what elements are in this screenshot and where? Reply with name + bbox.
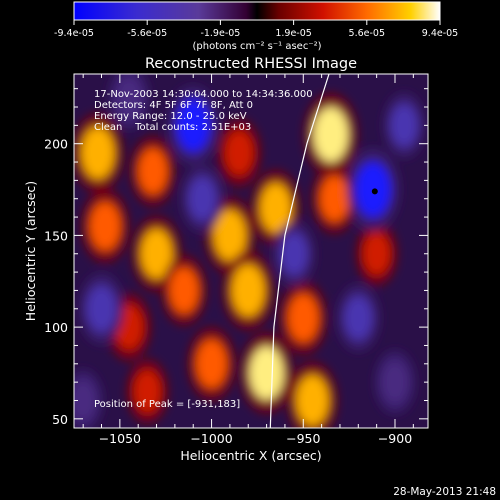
x-tick-label: −1050: [99, 431, 141, 446]
heatmap-blob: [259, 182, 292, 233]
y-axis-label: Heliocentric Y (arcsec): [23, 181, 38, 321]
peak-position-label: Position of Peak = [-931,183]: [94, 399, 240, 410]
heatmap-blob: [287, 293, 319, 343]
solar-limb-curve: [269, 74, 330, 428]
heatmap-blob: [138, 148, 168, 195]
y-tick-label: 50: [52, 412, 68, 427]
heatmap-blob: [81, 126, 115, 180]
axis-ticks: [74, 74, 428, 428]
heatmap-blob: [176, 99, 211, 152]
colorbar-unit-label: (photons cm⁻² s⁻¹ asec⁻²): [192, 41, 321, 52]
x-axis-label: Heliocentric X (arcsec): [180, 448, 321, 463]
heatmap-blob: [86, 285, 117, 332]
heatmap-blob: [363, 232, 391, 276]
heatmap-blob: [213, 209, 247, 262]
heatmap-blob: [313, 107, 349, 162]
heatmap-blob: [249, 346, 284, 400]
info-clean-counts: Clean Total counts: 2.51E+03: [94, 122, 251, 133]
colorbar-tick-label: 1.9e-05: [275, 28, 311, 39]
x-tick-label: −900: [378, 431, 412, 446]
peak-marker: [371, 188, 378, 195]
heatmap-blob: [381, 361, 409, 403]
colorbar-tick-label: -9.4e-05: [54, 28, 94, 39]
heatmap-blob: [133, 369, 161, 413]
heatmap-blob: [169, 267, 199, 314]
colorbar: -9.4e-05 -5.6e-05 -1.9e-05 1.9e-05 5.6e-…: [54, 1, 458, 52]
y-tick-label: 100: [44, 320, 68, 335]
heatmap-blob: [140, 228, 173, 279]
heatmap-blob: [296, 374, 329, 427]
heatmap-blob: [224, 130, 254, 176]
plot-area: [73, 73, 429, 429]
colorbar-tick-label: 5.6e-05: [349, 28, 385, 39]
info-energy-range: Energy Range: 12.0 - 25.0 keV: [94, 111, 247, 122]
heatmap-blob: [89, 201, 121, 251]
heatmap-image: [74, 74, 425, 428]
heatmap-blob: [231, 264, 266, 317]
plot-frame: [73, 73, 429, 429]
colorbar-tick-label: -5.6e-05: [127, 28, 167, 39]
colorbar-tick-label: 9.4e-05: [422, 28, 458, 39]
observation-info: 17-Nov-2003 14:30:04.000 to 14:34:36.000…: [94, 89, 313, 133]
heatmap-blob: [115, 77, 143, 119]
heatmap-blob: [390, 103, 418, 147]
info-time-range: 17-Nov-2003 14:30:04.000 to 14:34:36.000: [94, 89, 313, 100]
y-tick-label: 200: [44, 137, 68, 152]
x-tick-label: −950: [286, 431, 320, 446]
info-detectors: Detectors: 4F 5F 6F 7F 8F, Att 0: [94, 100, 253, 111]
footer-timestamp: 28-May-2013 21:48: [393, 486, 496, 498]
heatmap-blob: [188, 176, 217, 221]
heatmap-blob: [195, 339, 228, 389]
heatmap-blob: [319, 175, 350, 222]
colorbar-ticks: [73, 20, 441, 25]
heatmap-blob: [280, 232, 308, 276]
chart-title: Reconstructed RHESSI Image: [145, 56, 357, 72]
colorbar-gradient: [73, 1, 441, 21]
y-tick-label: 150: [44, 228, 68, 243]
heatmap-blob: [74, 380, 96, 421]
x-tick-label: −1000: [190, 431, 232, 446]
heatmap-blob: [344, 295, 373, 340]
colorbar-tick-label: -1.9e-05: [200, 28, 240, 39]
